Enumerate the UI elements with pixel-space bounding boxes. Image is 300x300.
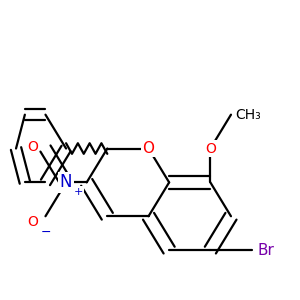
Text: N: N bbox=[60, 173, 72, 191]
Text: O: O bbox=[205, 142, 216, 155]
Text: O: O bbox=[142, 141, 154, 156]
Text: CH₃: CH₃ bbox=[236, 108, 261, 122]
Text: Br: Br bbox=[257, 243, 274, 258]
Text: O: O bbox=[27, 140, 38, 154]
Text: −: − bbox=[41, 226, 52, 239]
Text: +: + bbox=[74, 187, 83, 197]
Text: O: O bbox=[27, 215, 38, 229]
